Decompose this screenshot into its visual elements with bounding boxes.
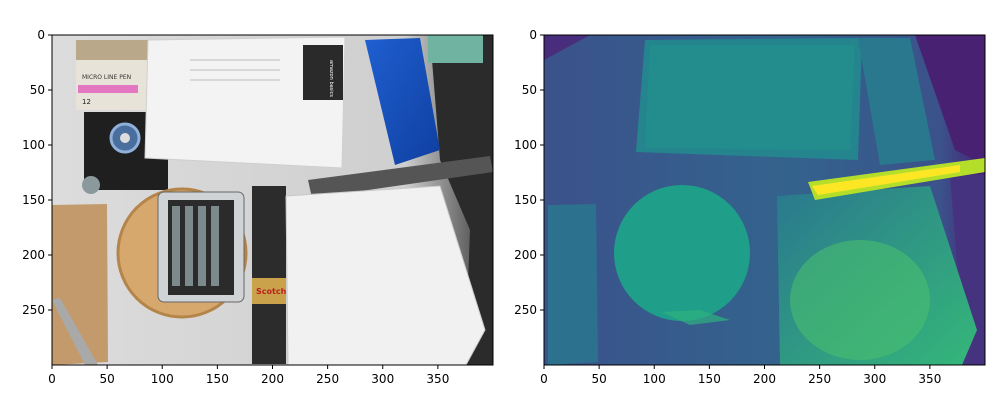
- depth-panel: 0 50 100 150 200 250 300 350 0 50 100 150 200 250: [514, 28, 986, 386]
- x-tick-label: 250: [808, 372, 831, 386]
- photo-image: MICRO LINE PEN 12 amazon basics: [52, 35, 493, 365]
- y-tick-label: 250: [514, 303, 537, 317]
- depth-image: [544, 35, 985, 365]
- y-tick-label: 150: [514, 193, 537, 207]
- blue-case: [365, 38, 440, 165]
- envelope-brand: amazon basics: [328, 60, 334, 97]
- y-tick-label: 100: [514, 138, 537, 152]
- x-tick-label: 250: [316, 372, 339, 386]
- photo-x-axis: 0 50 100 150 200 250 300 350: [48, 365, 449, 386]
- y-tick-label: 50: [522, 83, 537, 97]
- ruler: [52, 298, 98, 365]
- paper-stack: [285, 185, 486, 365]
- y-tick-label: 150: [22, 193, 45, 207]
- tape-reel: [116, 187, 248, 319]
- x-tick-label: 50: [99, 372, 114, 386]
- x-tick-label: 200: [753, 372, 776, 386]
- x-tick-label: 100: [643, 372, 666, 386]
- x-tick-label: 100: [151, 372, 174, 386]
- scotch-label: Scotch: [256, 287, 287, 296]
- x-tick-label: 50: [591, 372, 606, 386]
- scotch-tape: Scotch: [252, 186, 287, 364]
- y-tick-label: 250: [22, 303, 45, 317]
- y-tick-label: 200: [514, 248, 537, 262]
- y-tick-label: 0: [529, 28, 537, 42]
- green-box: [428, 35, 483, 63]
- photo-panel: MICRO LINE PEN 12 amazon basics: [22, 28, 494, 386]
- y-tick-label: 200: [22, 248, 45, 262]
- pen-box: MICRO LINE PEN 12: [76, 40, 156, 110]
- x-tick-label: 200: [261, 372, 284, 386]
- depth-x-axis: 0 50 100 150 200 250 300 350: [540, 365, 941, 386]
- pen-count: 12: [82, 98, 91, 106]
- foam-strip: [308, 156, 493, 198]
- y-tick-label: 0: [37, 28, 45, 42]
- envelope: amazon basics: [144, 36, 346, 169]
- x-tick-label: 350: [426, 372, 449, 386]
- x-tick-label: 300: [371, 372, 394, 386]
- y-tick-label: 100: [22, 138, 45, 152]
- x-tick-label: 350: [918, 372, 941, 386]
- x-tick-label: 300: [863, 372, 886, 386]
- y-tick-label: 50: [30, 83, 45, 97]
- x-tick-label: 0: [540, 372, 548, 386]
- pen-box-label: MICRO LINE PEN: [82, 74, 131, 81]
- x-tick-label: 0: [48, 372, 56, 386]
- x-tick-label: 150: [206, 372, 229, 386]
- x-tick-label: 150: [698, 372, 721, 386]
- photo-y-axis: 0 50 100 150 200 250: [22, 28, 52, 317]
- depth-y-axis: 0 50 100 150 200 250: [514, 28, 544, 317]
